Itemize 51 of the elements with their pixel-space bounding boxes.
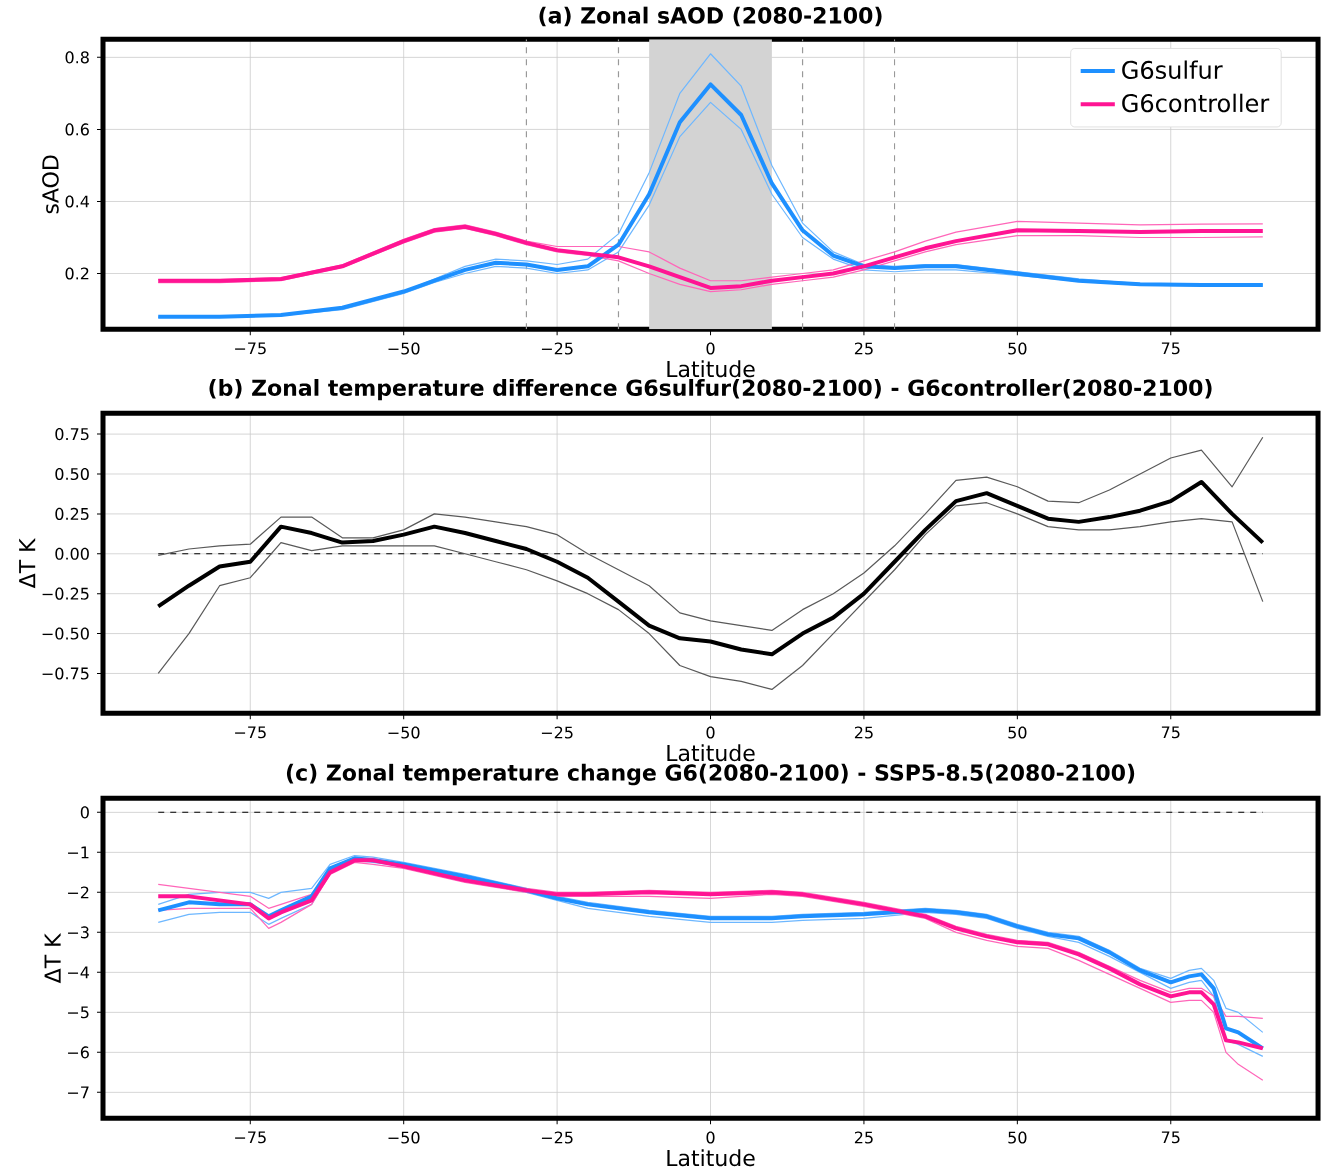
x-tick-label: 75 [1161,342,1180,355]
legend-label: G6controller [1122,93,1270,113]
x-tick-label: −25 [541,726,573,739]
y-tick-label: −0.25 [42,587,89,600]
x-tick-label: −25 [541,1131,573,1144]
y-tick-label: −3 [68,926,89,939]
x-tick-label: 0 [706,726,715,739]
y-tick-label: −0.75 [42,667,89,680]
y-tick-label: 0.8 [65,51,89,64]
x-axis-title: Latitude [667,744,755,762]
y-tick-label: 0.00 [55,547,89,560]
x-tick-label: −75 [235,1131,266,1144]
y-tick-label: 0.6 [65,123,89,136]
x-tick-label: −50 [388,1131,420,1144]
x-axis-title: Latitude [667,360,755,378]
y-tick-label: 0.4 [65,195,90,208]
x-tick-label: −50 [388,342,420,355]
x-tick-label: 25 [854,726,873,739]
y-tick-label: 0.50 [55,467,89,481]
x-tick-label: −50 [388,726,420,739]
x-tick-label: 50 [1008,726,1027,739]
x-tick-label: 0 [706,1131,715,1144]
y-axis-title: sAOD [42,155,59,214]
y-axis-title: ΔT K [44,933,61,984]
x-axis-title: Latitude [667,1149,755,1167]
y-tick-label: −2 [68,886,89,899]
x-tick-label: −25 [541,342,573,355]
x-tick-label: 50 [1008,342,1027,355]
y-tick-label: −7 [68,1086,89,1099]
x-tick-label: 75 [1161,726,1180,739]
y-axis-title: ΔT K [19,538,36,589]
y-tick-label: −0.50 [42,627,89,640]
y-tick-label: −1 [68,846,89,859]
x-tick-label: 0 [706,342,715,355]
y-tick-label: −5 [68,1006,89,1019]
y-tick-label: 0 [80,806,89,819]
y-tick-label: −6 [68,1046,89,1059]
chart-title: (b) Zonal temperature difference G6sulfur(2080-2100) - G6controller(2080-2100) [209,379,1212,401]
y-tick-label: 0.75 [55,428,89,441]
chart-title: (c) Zonal temperature change G6(2080-2100) - SSP5-8.5(2080-2100) [286,763,1135,786]
chart-title: (a) Zonal sAOD (2080-2100) [539,6,882,27]
x-tick-label: −75 [235,726,266,739]
x-tick-label: −75 [235,342,266,355]
x-tick-label: 50 [1008,1131,1027,1144]
legend-label: G6sulfur [1122,60,1223,80]
x-tick-label: 25 [854,342,873,355]
x-tick-label: 75 [1161,1131,1180,1144]
y-tick-label: 0.2 [65,267,89,280]
y-tick-label: 0.25 [55,507,89,520]
y-tick-label: −4 [68,966,90,979]
x-tick-label: 25 [854,1131,873,1144]
